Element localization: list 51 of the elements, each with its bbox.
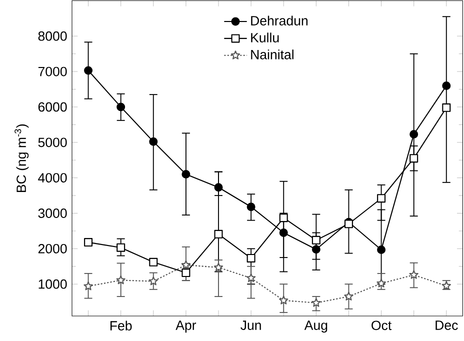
y-tick-label: 5000 bbox=[38, 138, 67, 148]
y-tick-label: 4000 bbox=[38, 173, 67, 183]
legend-label: Kullu bbox=[251, 32, 279, 42]
point bbox=[116, 102, 126, 112]
point bbox=[410, 130, 418, 138]
point bbox=[182, 268, 190, 278]
point bbox=[116, 243, 126, 252]
x-tick-label: Apr bbox=[176, 320, 196, 333]
point bbox=[214, 230, 223, 238]
y-tick-label: 1000 bbox=[38, 279, 67, 289]
point bbox=[84, 238, 93, 247]
y-tick-label: 3000 bbox=[38, 208, 67, 218]
point bbox=[214, 183, 223, 192]
point bbox=[279, 214, 288, 222]
x-tick-label: Jun bbox=[240, 320, 261, 330]
point bbox=[410, 154, 418, 163]
legend-label: Dehradun bbox=[251, 16, 308, 26]
point bbox=[312, 245, 320, 254]
x-tick-label: Dec bbox=[436, 320, 458, 330]
point bbox=[246, 273, 256, 282]
point bbox=[246, 202, 256, 212]
point bbox=[376, 278, 386, 288]
point bbox=[312, 298, 321, 307]
point bbox=[344, 292, 354, 300]
x-tick-label: Oct bbox=[372, 320, 392, 330]
point bbox=[279, 296, 288, 304]
point bbox=[149, 258, 158, 266]
point bbox=[409, 270, 418, 279]
point bbox=[279, 228, 288, 237]
point bbox=[181, 260, 191, 269]
point bbox=[84, 66, 93, 75]
point bbox=[442, 103, 451, 112]
y-tick-label: 6000 bbox=[38, 102, 67, 112]
point bbox=[182, 170, 190, 179]
point bbox=[214, 262, 224, 272]
point bbox=[148, 276, 158, 286]
point bbox=[377, 194, 386, 203]
x-tick-label: Aug bbox=[304, 320, 328, 333]
y-tick-label: 2000 bbox=[38, 244, 67, 254]
point bbox=[116, 275, 126, 284]
point bbox=[312, 236, 320, 244]
y-tick-label: 8000 bbox=[38, 31, 67, 41]
y-axis-title: BC (ng m$^{-3}$) bbox=[14, 124, 29, 192]
point bbox=[442, 81, 451, 90]
point bbox=[246, 254, 256, 263]
point bbox=[377, 245, 386, 254]
x-tick-label: Feb bbox=[110, 320, 132, 330]
y-tick-label: 7000 bbox=[38, 66, 67, 76]
point bbox=[149, 137, 158, 146]
point bbox=[84, 281, 93, 290]
legend-label: Nainital bbox=[251, 50, 294, 60]
